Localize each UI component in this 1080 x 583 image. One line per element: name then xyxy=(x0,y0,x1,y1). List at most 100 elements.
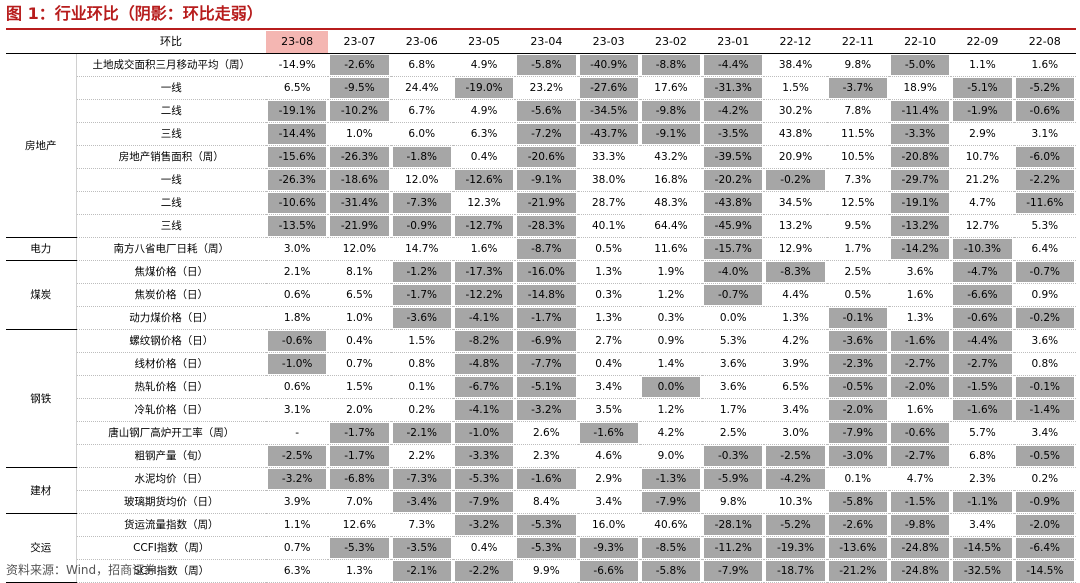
value-cell: 6.0% xyxy=(390,122,453,146)
value-text: -3.6% xyxy=(392,308,451,328)
value-text: 1.0% xyxy=(346,312,373,324)
value-text: -21.9% xyxy=(330,216,389,236)
value-cell: 1.3% xyxy=(577,260,640,284)
indicator-label: 动力煤价格（日） xyxy=(76,306,267,330)
value-text: 0.8% xyxy=(1031,358,1059,370)
value-text: 0.6% xyxy=(283,289,311,301)
value-cell: 64.4% xyxy=(639,214,703,238)
value-cell: -2.5% xyxy=(764,444,827,468)
value-text: -0.6% xyxy=(1015,101,1074,121)
value-cell: -2.5% xyxy=(266,444,329,468)
value-text: -19.1% xyxy=(890,193,950,213)
value-text: 4.7% xyxy=(906,473,934,485)
value-text: 2.7% xyxy=(595,335,622,347)
value-cell: -5.9% xyxy=(702,467,765,491)
value-cell: 0.4% xyxy=(452,536,516,560)
value-cell: 3.4% xyxy=(764,398,827,422)
value-text: 12.6% xyxy=(342,519,377,531)
value-cell: -9.8% xyxy=(888,513,952,537)
value-cell: -9.1% xyxy=(515,168,578,192)
value-text: -3.2% xyxy=(454,515,514,535)
value-cell: -8.8% xyxy=(639,53,703,77)
value-cell: -34.5% xyxy=(577,99,640,123)
value-cell: 1.3% xyxy=(577,306,640,330)
value-text: -8.8% xyxy=(641,55,701,75)
value-cell: 0.4% xyxy=(577,352,640,376)
value-text: -8.2% xyxy=(454,331,514,351)
value-text: -6.4% xyxy=(1015,538,1074,558)
indicator-label: 水泥均价（日） xyxy=(76,467,267,491)
header-row: 环比 23-08 23-07 23-06 23-05 23-04 23-03 2… xyxy=(6,31,1076,54)
value-cell: 1.4% xyxy=(639,352,703,376)
value-cell: -5.3% xyxy=(515,513,578,537)
value-cell: -12.2% xyxy=(452,283,516,307)
value-cell: -5.8% xyxy=(639,559,703,583)
value-cell: 0.5% xyxy=(577,237,640,261)
value-cell: 16.8% xyxy=(639,168,703,192)
value-cell: 0.9% xyxy=(639,329,703,353)
value-cell: -4.1% xyxy=(452,398,516,422)
value-text: 6.3% xyxy=(470,128,498,140)
value-text: 6.0% xyxy=(408,128,436,140)
value-cell: -1.7% xyxy=(328,444,391,468)
value-cell: 12.7% xyxy=(951,214,1014,238)
value-cell: -3.7% xyxy=(826,76,889,100)
value-cell: 9.8% xyxy=(702,490,765,514)
value-cell: -3.2% xyxy=(266,467,329,491)
indicator-label: 二线 xyxy=(76,191,267,215)
value-cell: 1.9% xyxy=(639,260,703,284)
header-period: 23-02 xyxy=(639,31,703,54)
value-cell: 6.3% xyxy=(452,122,516,146)
indicator-label: 线材价格（日） xyxy=(76,352,267,376)
value-text: 1.6% xyxy=(906,404,934,416)
title-rule xyxy=(6,28,1076,30)
value-text: -2.1% xyxy=(392,561,451,581)
value-text: 4.2% xyxy=(782,335,809,347)
value-text: -5.2% xyxy=(1015,78,1074,98)
value-cell: -26.3% xyxy=(328,145,391,169)
value-text: -11.4% xyxy=(890,101,950,121)
value-cell: -1.9% xyxy=(951,99,1014,123)
value-cell: -7.9% xyxy=(702,559,765,583)
value-text: 3.9% xyxy=(283,496,311,508)
value-cell: -43.8% xyxy=(702,191,765,215)
value-cell: 4.2% xyxy=(764,329,827,353)
value-cell: 24.4% xyxy=(390,76,453,100)
value-cell: 1.7% xyxy=(702,398,765,422)
value-text: -4.8% xyxy=(454,354,514,374)
value-text: -1.2% xyxy=(392,262,451,282)
value-text: -2.3% xyxy=(828,354,887,374)
value-cell: -4.2% xyxy=(702,99,765,123)
value-cell: 7.3% xyxy=(826,168,889,192)
value-cell: -1.7% xyxy=(515,306,578,330)
value-text: 11.6% xyxy=(654,243,688,255)
value-text: 1.3% xyxy=(782,312,809,324)
value-cell: 6.4% xyxy=(1013,237,1076,261)
header-group-spacer xyxy=(6,31,76,54)
value-text: -11.2% xyxy=(704,538,763,558)
table-row: 粗钢产量（旬） -2.5% -1.7% 2.2% -3.3% 2.3% 4.6% 9.0% -0… xyxy=(6,444,1076,468)
value-cell: 1.0% xyxy=(328,306,391,330)
value-cell: -7.7% xyxy=(515,352,578,376)
figure-title: 图 1：行业环比（阴影：环比走弱） xyxy=(6,4,263,23)
value-cell: 6.3% xyxy=(266,559,329,583)
value-text: 7.0% xyxy=(346,496,373,508)
value-text: 9.9% xyxy=(533,565,560,577)
value-cell: -5.2% xyxy=(1013,76,1076,100)
table-row: 钢铁 螺纹钢价格（日） -0.6% 0.4% 1.5% -8.2% -6.9% 2.7% 0.9… xyxy=(6,329,1076,468)
value-cell: 2.7% xyxy=(577,329,640,353)
value-cell: -0.9% xyxy=(390,214,453,238)
value-cell: -8.7% xyxy=(515,237,578,261)
value-text: -0.3% xyxy=(704,446,763,466)
value-text: 12.0% xyxy=(405,174,439,186)
value-text: -2.1% xyxy=(392,423,451,443)
value-text: -8.3% xyxy=(766,262,825,282)
value-cell: -2.0% xyxy=(826,398,889,422)
value-text: 1.6% xyxy=(906,289,934,301)
value-cell: -5.3% xyxy=(328,536,391,560)
value-text: 3.1% xyxy=(1031,128,1059,140)
value-cell: -4.7% xyxy=(951,260,1014,284)
value-cell: 13.2% xyxy=(764,214,827,238)
value-cell: 3.9% xyxy=(764,352,827,376)
value-cell: -10.6% xyxy=(266,191,329,215)
